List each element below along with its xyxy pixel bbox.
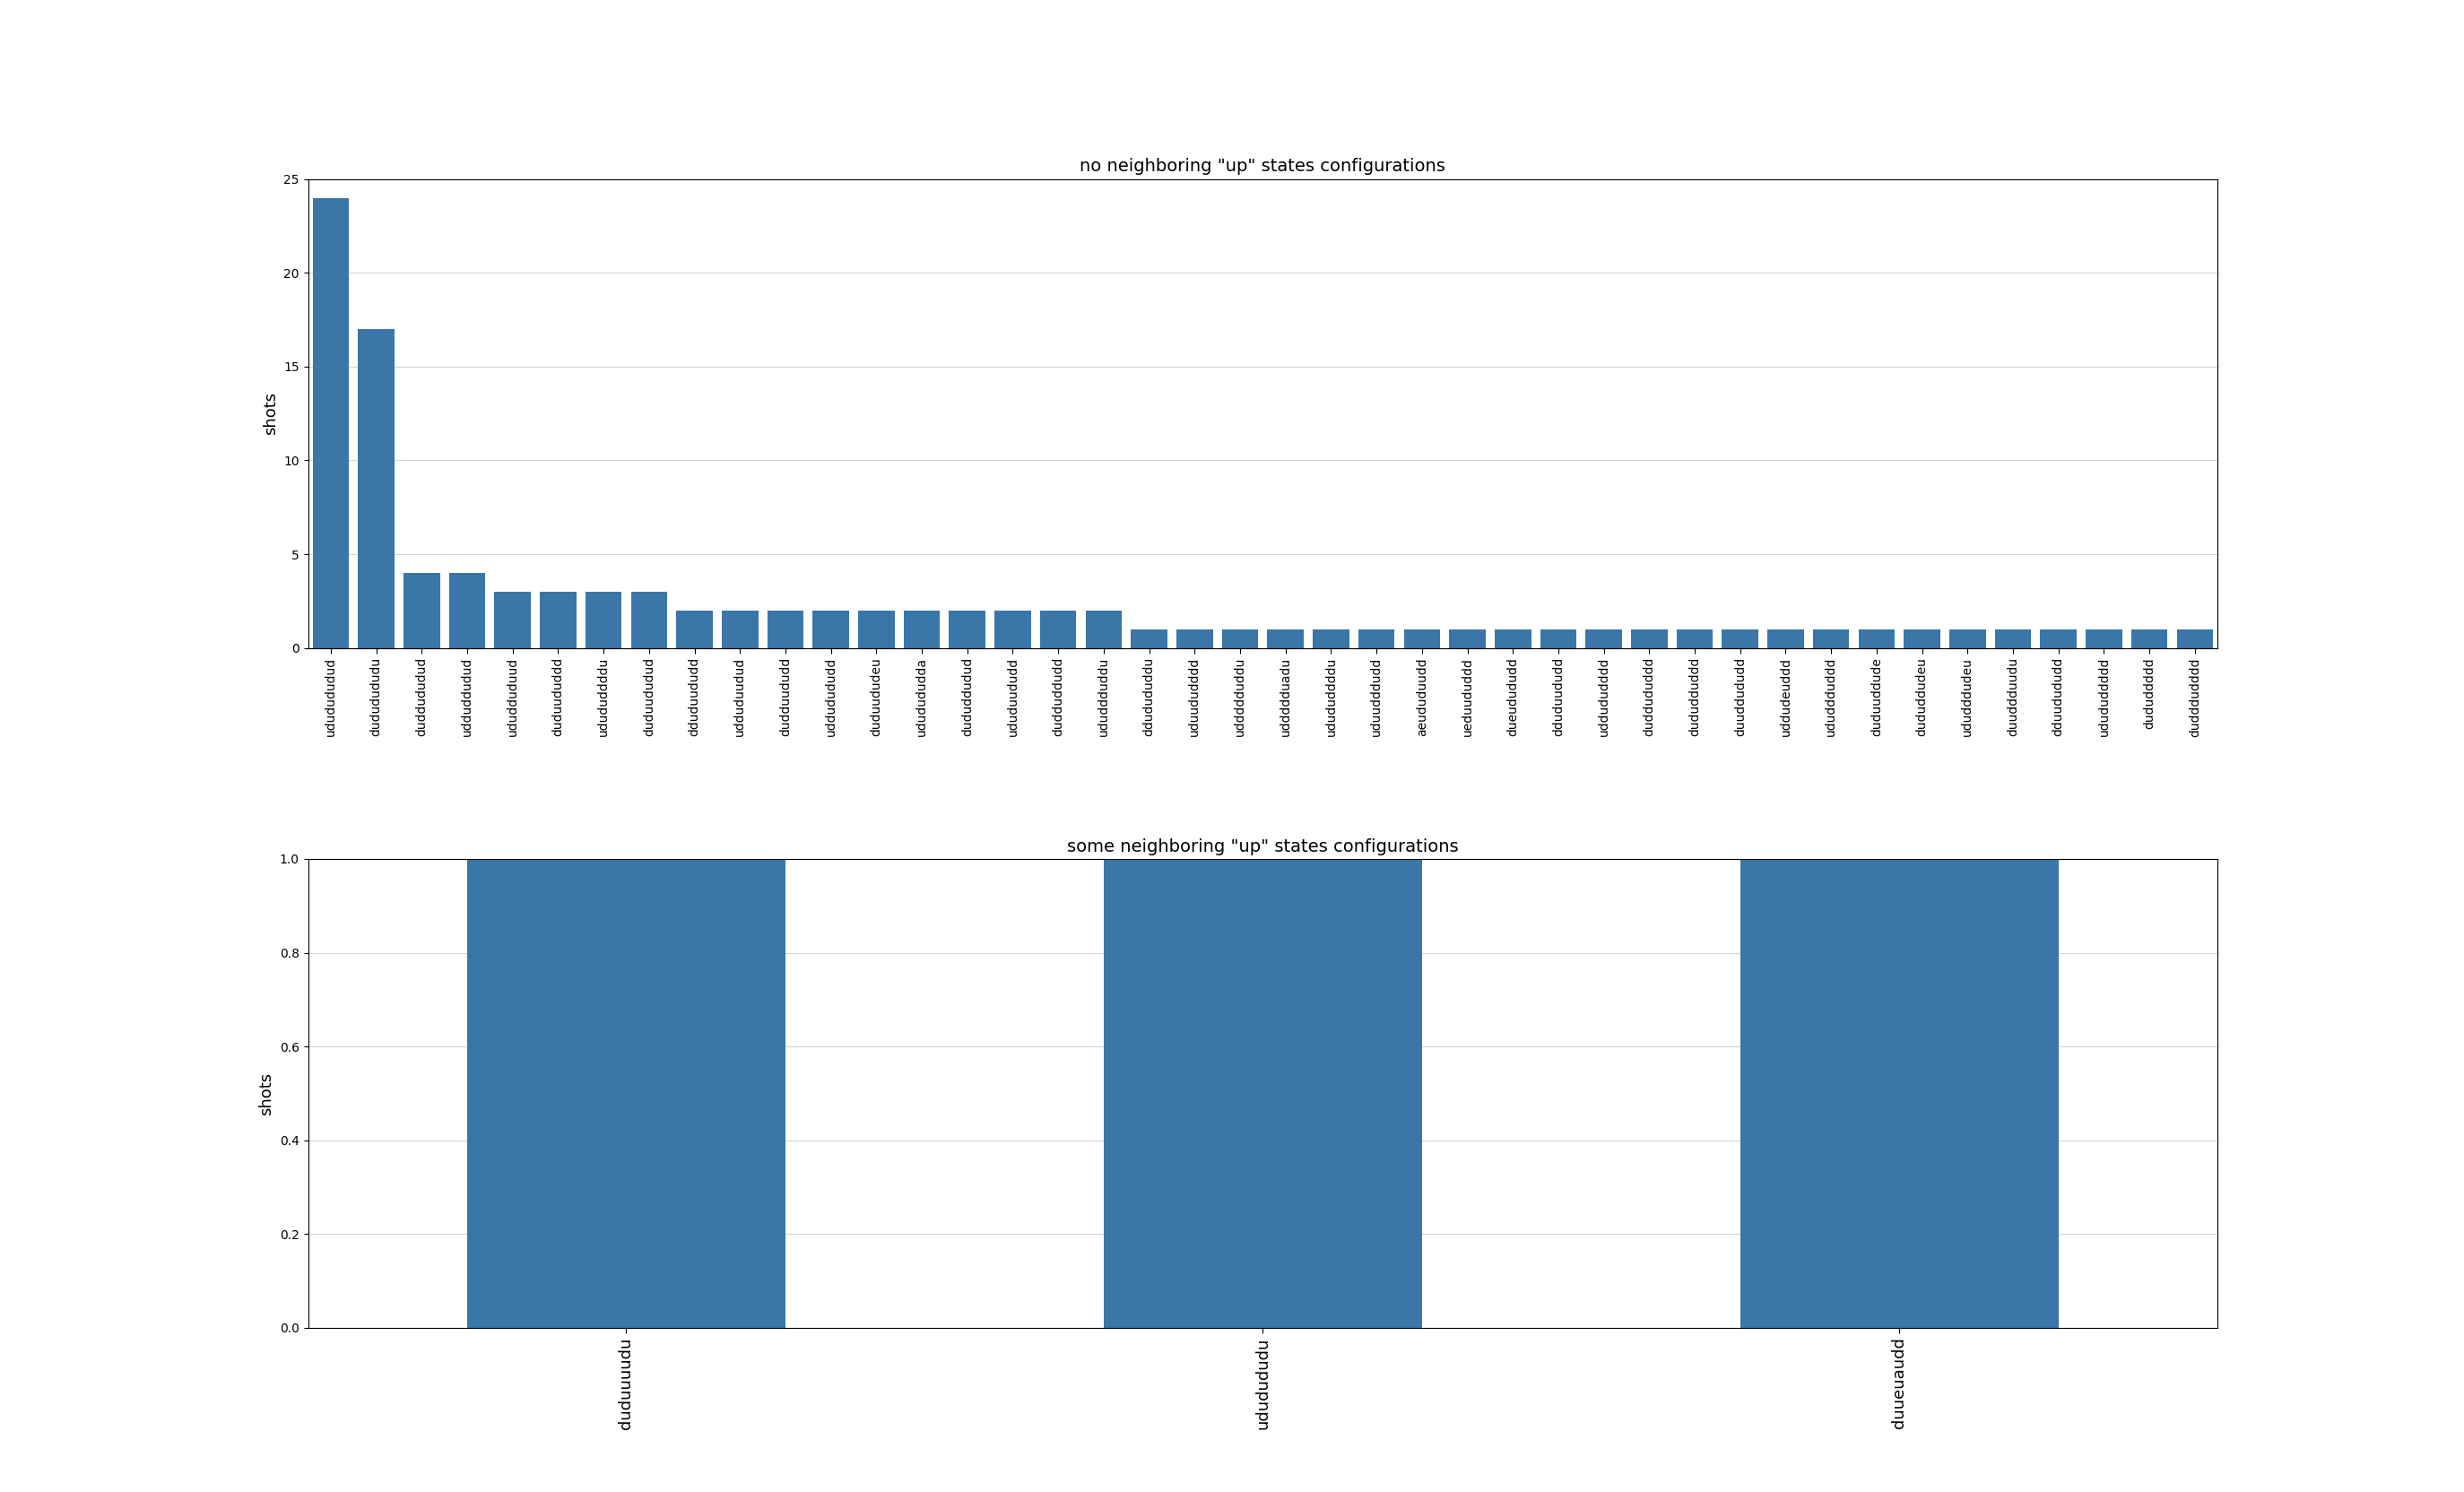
Bar [1587, 630, 1621, 648]
Bar [540, 592, 577, 648]
Bar [949, 610, 986, 648]
Bar [1905, 630, 1939, 648]
Bar [1175, 630, 1212, 648]
Bar [2176, 630, 2213, 648]
Bar [1040, 610, 1077, 648]
Bar [448, 573, 485, 648]
Bar [1104, 859, 1422, 1328]
Bar [1131, 630, 1168, 648]
Bar [2131, 630, 2168, 648]
Bar [1722, 630, 1759, 648]
Bar [904, 610, 939, 648]
Bar [1449, 630, 1486, 648]
Bar [1767, 630, 1804, 648]
Bar [313, 198, 350, 648]
Y-axis label: shots: shots [259, 1071, 274, 1115]
Bar [995, 610, 1030, 648]
Bar [1858, 630, 1895, 648]
Bar [766, 610, 803, 648]
Bar [495, 592, 530, 648]
Bar [1087, 610, 1121, 648]
Bar [1740, 859, 2057, 1328]
Bar [1814, 630, 1850, 648]
Bar [722, 610, 759, 648]
Bar [586, 592, 621, 648]
Bar [1631, 630, 1668, 648]
Y-axis label: shots: shots [261, 392, 278, 436]
Bar [1540, 630, 1577, 648]
Bar [357, 330, 394, 648]
Bar [857, 610, 894, 648]
Bar [1266, 630, 1303, 648]
Bar [631, 592, 668, 648]
Bar [468, 859, 786, 1328]
Bar [1949, 630, 1986, 648]
Title: no neighboring "up" states configurations: no neighboring "up" states configuration… [1079, 158, 1446, 175]
Bar [813, 610, 850, 648]
Bar [2085, 630, 2122, 648]
Bar [1676, 630, 1712, 648]
Bar [1222, 630, 1259, 648]
Bar [2040, 630, 2077, 648]
Bar [1358, 630, 1395, 648]
Bar [404, 573, 441, 648]
Bar [1313, 630, 1350, 648]
Bar [675, 610, 712, 648]
Bar [1404, 630, 1439, 648]
Bar [1996, 630, 2030, 648]
Bar [1496, 630, 1530, 648]
Title: some neighboring "up" states configurations: some neighboring "up" states configurati… [1067, 839, 1459, 855]
